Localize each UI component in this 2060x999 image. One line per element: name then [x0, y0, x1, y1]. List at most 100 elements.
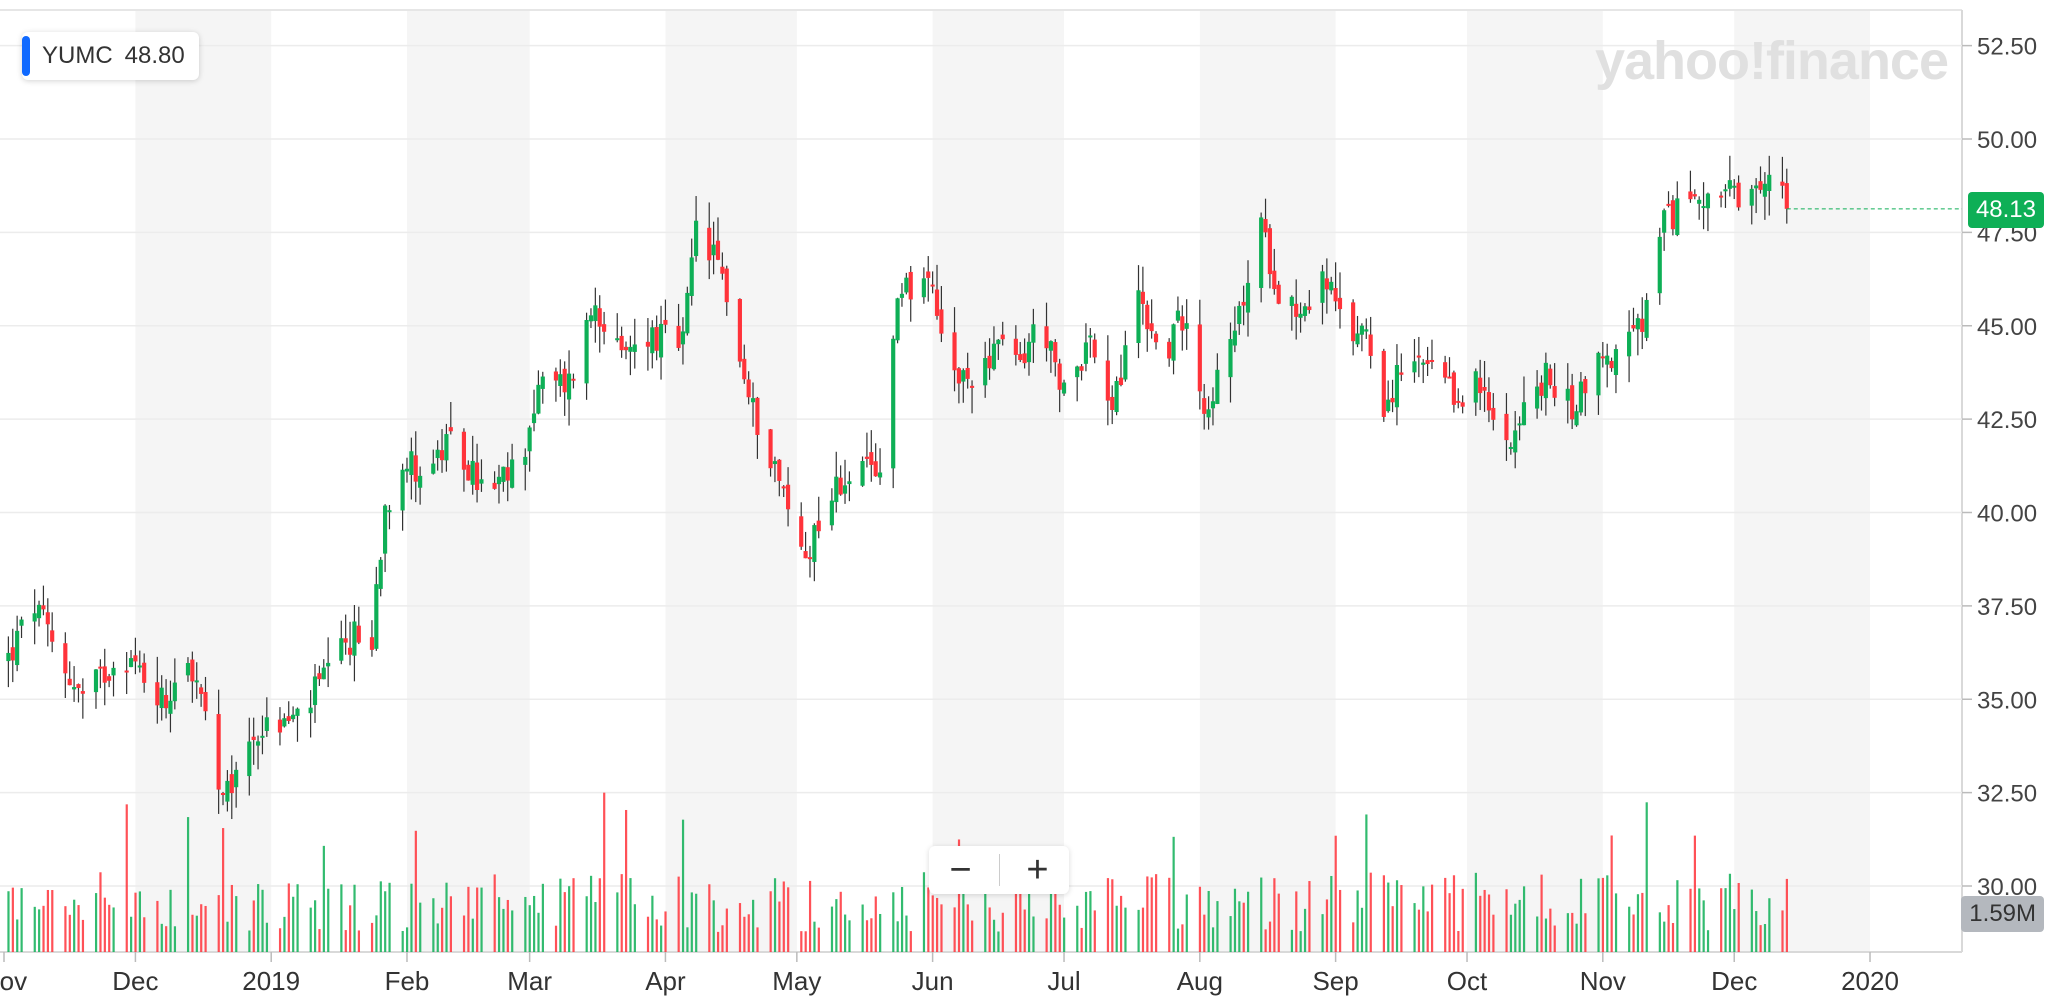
candle-body [1110, 396, 1115, 411]
volume-bar [537, 912, 540, 952]
candle-body [961, 370, 966, 382]
volume-bar [778, 901, 781, 952]
candle-body [1075, 366, 1080, 378]
volume-bar [419, 902, 422, 952]
volume-bar [1233, 888, 1237, 952]
candle-body [199, 687, 204, 694]
volume-bar [388, 882, 391, 952]
candle-body [720, 266, 725, 274]
legend[interactable]: YUMC 48.80 [22, 32, 199, 80]
volume-bar [480, 887, 483, 952]
volume-bar [782, 881, 785, 952]
volume-bar [625, 809, 628, 952]
volume-bar [905, 915, 908, 952]
volume-bar [1106, 878, 1110, 952]
volume-bar [1763, 924, 1767, 952]
candle-body [558, 374, 563, 386]
volume-bar [1295, 891, 1298, 952]
candle-body [1460, 402, 1465, 407]
volume-bar [927, 887, 930, 952]
volume-bar [1365, 814, 1368, 952]
volume-bar [16, 919, 19, 952]
candle-body [803, 551, 808, 559]
candle-body [566, 373, 572, 400]
volume-bar [1724, 888, 1727, 952]
volume-bar [1238, 901, 1241, 952]
candle-body [1517, 423, 1522, 426]
volume-bar [870, 918, 873, 952]
candle-body [1578, 381, 1583, 413]
month-band [1467, 10, 1603, 952]
gridlines [0, 9, 1963, 953]
candle-body [777, 459, 782, 481]
candle-body [264, 717, 269, 731]
volume-bar [1575, 923, 1578, 952]
volume-bar [1014, 893, 1018, 952]
candle-body [768, 429, 773, 469]
candle-body [632, 344, 637, 352]
volume-bar [1536, 916, 1539, 952]
candle-body [369, 637, 375, 650]
volume-bar [195, 915, 198, 952]
candle-body [317, 673, 322, 680]
volume-bar [169, 889, 172, 952]
candle-body [1675, 198, 1680, 235]
volume-bar [874, 896, 877, 952]
volume-bar [401, 930, 404, 952]
month-band [1199, 10, 1336, 952]
volume-bar [1461, 888, 1464, 952]
candle-body [1412, 361, 1417, 373]
candle-body [418, 475, 423, 488]
volume-bar [1084, 891, 1088, 952]
volume-bar [410, 883, 413, 952]
zoom-in-button[interactable]: + [1026, 848, 1049, 891]
volume-bar [695, 893, 698, 952]
candle-body [159, 687, 164, 709]
candle-body [1609, 360, 1614, 369]
candle-body [1210, 401, 1216, 409]
volume-bar [1360, 907, 1364, 952]
volume-bar [879, 913, 882, 952]
volume-bar [830, 906, 834, 952]
volume-bar [971, 920, 974, 952]
candle-body [1031, 324, 1036, 343]
volume-bar [1540, 874, 1543, 952]
candle-body [869, 452, 874, 465]
volume-bar [471, 918, 474, 952]
candle-body [321, 667, 326, 680]
y-tick-label: 45.00 [1977, 314, 2037, 341]
volume-bar [528, 905, 531, 952]
volume-bar [953, 907, 956, 952]
volume-bar [957, 839, 961, 952]
volume-bar [1584, 913, 1587, 952]
candle-body [1784, 183, 1789, 209]
volume-bar [230, 884, 233, 952]
candle-body [356, 625, 361, 643]
volume-bar [1330, 875, 1333, 952]
candle-body [553, 371, 559, 381]
candle-body [1692, 194, 1697, 197]
volume-bar [1413, 903, 1416, 952]
volume-bar [708, 884, 711, 952]
volume-bar [1242, 902, 1245, 952]
volume-bar [1601, 877, 1605, 952]
volume-bar [1720, 888, 1723, 952]
volume-bar [1706, 930, 1710, 952]
volume-bar [292, 896, 295, 952]
volume-bar [603, 792, 606, 952]
candle-body [1723, 189, 1728, 192]
zoom-out-button[interactable]: − [949, 848, 972, 891]
volume-bar [384, 891, 387, 952]
candle-body [80, 691, 85, 694]
volume-bar [11, 887, 14, 952]
candle-body [1535, 386, 1540, 409]
volume-bar [1277, 893, 1280, 952]
candle-body [1267, 228, 1272, 275]
volume-bar [497, 897, 501, 952]
volume-bar [265, 922, 269, 952]
volume-bar [1579, 878, 1583, 952]
candle-body [1114, 381, 1119, 413]
volume-bar [252, 900, 255, 952]
candle-body [50, 630, 55, 642]
volume-bar [493, 874, 496, 952]
